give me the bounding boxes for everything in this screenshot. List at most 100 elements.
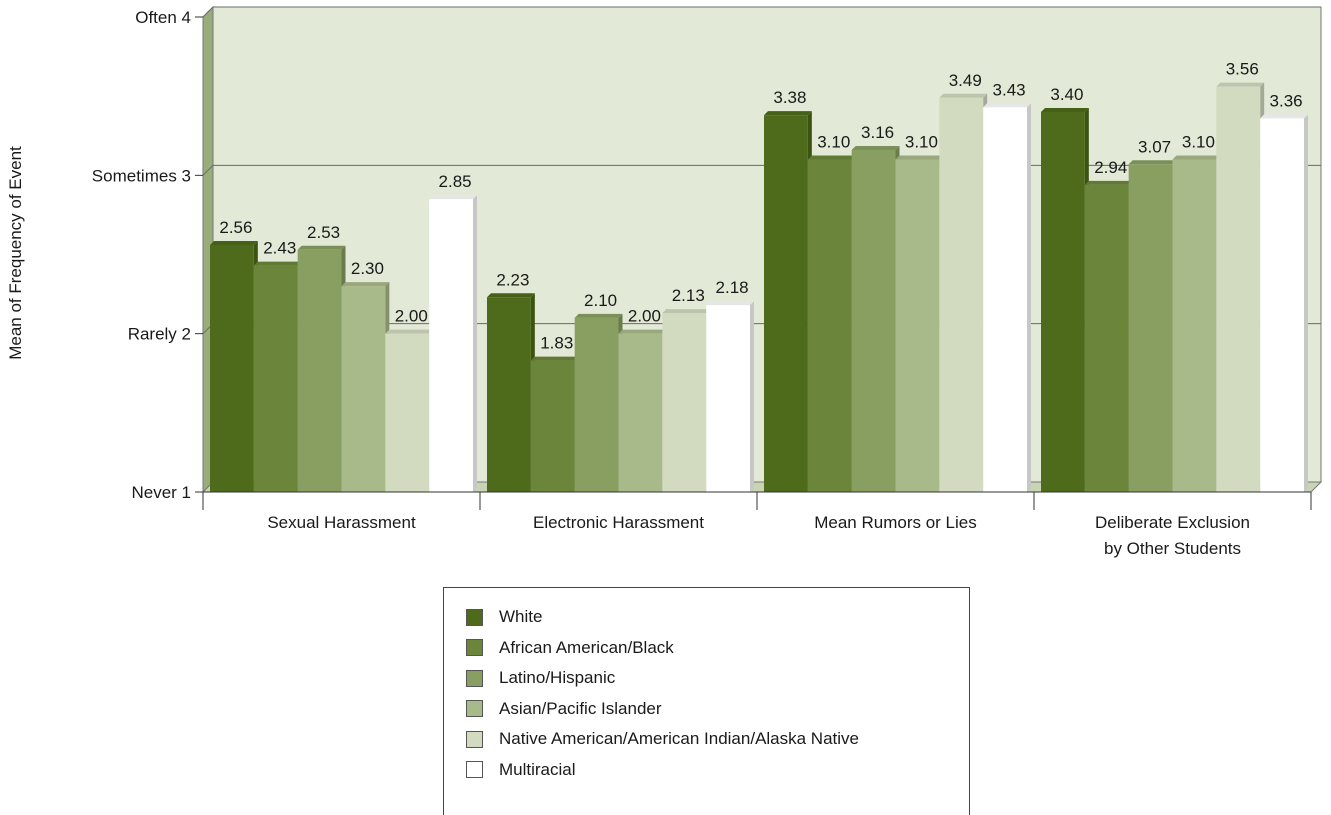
bar-front: [764, 115, 808, 493]
value-label: 2.53: [307, 223, 340, 242]
bar: [618, 329, 667, 492]
y-tick-label: Sometimes 3: [92, 166, 191, 185]
bar: [574, 313, 623, 492]
legend-item: Latino/Hispanic: [444, 663, 969, 694]
value-label: 3.40: [1050, 85, 1083, 104]
bar-front: [341, 286, 386, 492]
bar: [297, 245, 346, 492]
bar-top: [341, 282, 390, 287]
bar-side: [1304, 114, 1308, 492]
bar-top: [530, 356, 579, 361]
bar-front: [939, 97, 984, 492]
value-label: 2.56: [219, 218, 252, 237]
bar: [253, 261, 302, 492]
bar-top: [807, 155, 856, 160]
legend: White African American/Black Latino/Hispan…: [443, 587, 970, 815]
bar: [487, 293, 535, 492]
bar-side: [473, 195, 477, 493]
bar: [851, 146, 900, 492]
bar-front: [385, 333, 430, 492]
bar-front: [618, 333, 663, 492]
bar: [1172, 155, 1221, 492]
value-label: 3.16: [861, 123, 894, 142]
bar-top: [764, 111, 812, 116]
legend-swatch: [466, 730, 483, 748]
bar-top: [1128, 160, 1177, 165]
bar-front: [662, 313, 707, 492]
value-label: 2.13: [672, 286, 705, 305]
bar-front: [487, 297, 531, 492]
y-axis-title: Mean of Frequency of Event: [6, 146, 25, 360]
bar-top: [1172, 155, 1221, 160]
bar: [662, 309, 711, 492]
bar-front: [210, 245, 254, 492]
bars: [210, 82, 1308, 493]
bar: [1216, 82, 1265, 493]
bar-front: [1260, 118, 1304, 492]
bar-front: [851, 150, 896, 492]
bar-top: [574, 313, 623, 318]
bar: [895, 155, 944, 492]
value-label: 1.83: [540, 334, 573, 353]
legend-item: Native American/American Indian/Alaska N…: [444, 724, 969, 755]
value-label: 3.10: [1182, 133, 1215, 152]
value-label: 3.43: [993, 80, 1026, 99]
bar-front: [1128, 164, 1173, 492]
legend-item: African American/Black: [444, 633, 969, 664]
bar: [983, 103, 1031, 492]
legend-swatch: [466, 700, 483, 718]
legend-swatch: [466, 761, 483, 779]
legend-item: Asian/Pacific Islander: [444, 694, 969, 725]
category-label: by Other Students: [1104, 539, 1241, 558]
legend-label: Asian/Pacific Islander: [499, 698, 662, 718]
bar-front: [983, 107, 1027, 492]
bar-top: [1260, 114, 1308, 119]
bar-front: [706, 305, 750, 492]
bar: [1084, 180, 1133, 493]
category-label: Deliberate Exclusion: [1095, 513, 1250, 532]
value-label: 2.23: [496, 270, 529, 289]
value-label: 2.00: [628, 307, 661, 326]
bar-front: [574, 317, 619, 492]
value-label: 3.10: [905, 133, 938, 152]
bar-top: [210, 241, 258, 245]
bar-front: [807, 159, 852, 492]
value-label: 3.38: [773, 88, 806, 107]
y-tick-label: Often 4: [135, 8, 191, 27]
bar: [429, 195, 477, 493]
bar: [210, 241, 258, 492]
bar: [807, 155, 856, 492]
value-label: 2.00: [395, 307, 428, 326]
value-labels: 2.56 2.43 2.53 2.30 2.00 2.85 2.23 1.83 2.10 2.00…: [219, 60, 1302, 353]
bar-top: [1041, 108, 1089, 112]
legend-swatch: [466, 669, 483, 687]
bar: [1041, 108, 1089, 492]
bar-front: [1216, 86, 1261, 493]
legend-item: Multiracial: [444, 755, 969, 786]
bar-front: [1041, 112, 1085, 492]
bar-top: [385, 329, 434, 334]
legend-label: Latino/Hispanic: [499, 668, 616, 688]
category-label: Electronic Harassment: [533, 513, 704, 532]
bar: [764, 111, 812, 493]
bar-front: [530, 360, 575, 492]
legend-label: Native American/American Indian/Alaska N…: [499, 729, 859, 749]
y-axis: Often 4 Sometimes 3 Rarely 2 Never 1: [92, 8, 203, 502]
bar-front: [429, 199, 473, 493]
bar-top: [706, 301, 754, 306]
legend-label: African American/Black: [499, 637, 674, 657]
legend-item: White: [444, 602, 969, 633]
bar-front: [1084, 184, 1129, 493]
bar: [385, 329, 434, 492]
legend-swatch: [466, 608, 483, 626]
bar-front: [1172, 159, 1217, 492]
bar: [1260, 114, 1308, 492]
bar: [706, 301, 754, 492]
bar: [939, 93, 988, 492]
bar-side: [750, 301, 754, 492]
value-label: 2.18: [716, 278, 749, 297]
bar-top: [618, 329, 667, 334]
bar-top: [1084, 180, 1133, 185]
category-label: Sexual Harassment: [267, 513, 416, 532]
